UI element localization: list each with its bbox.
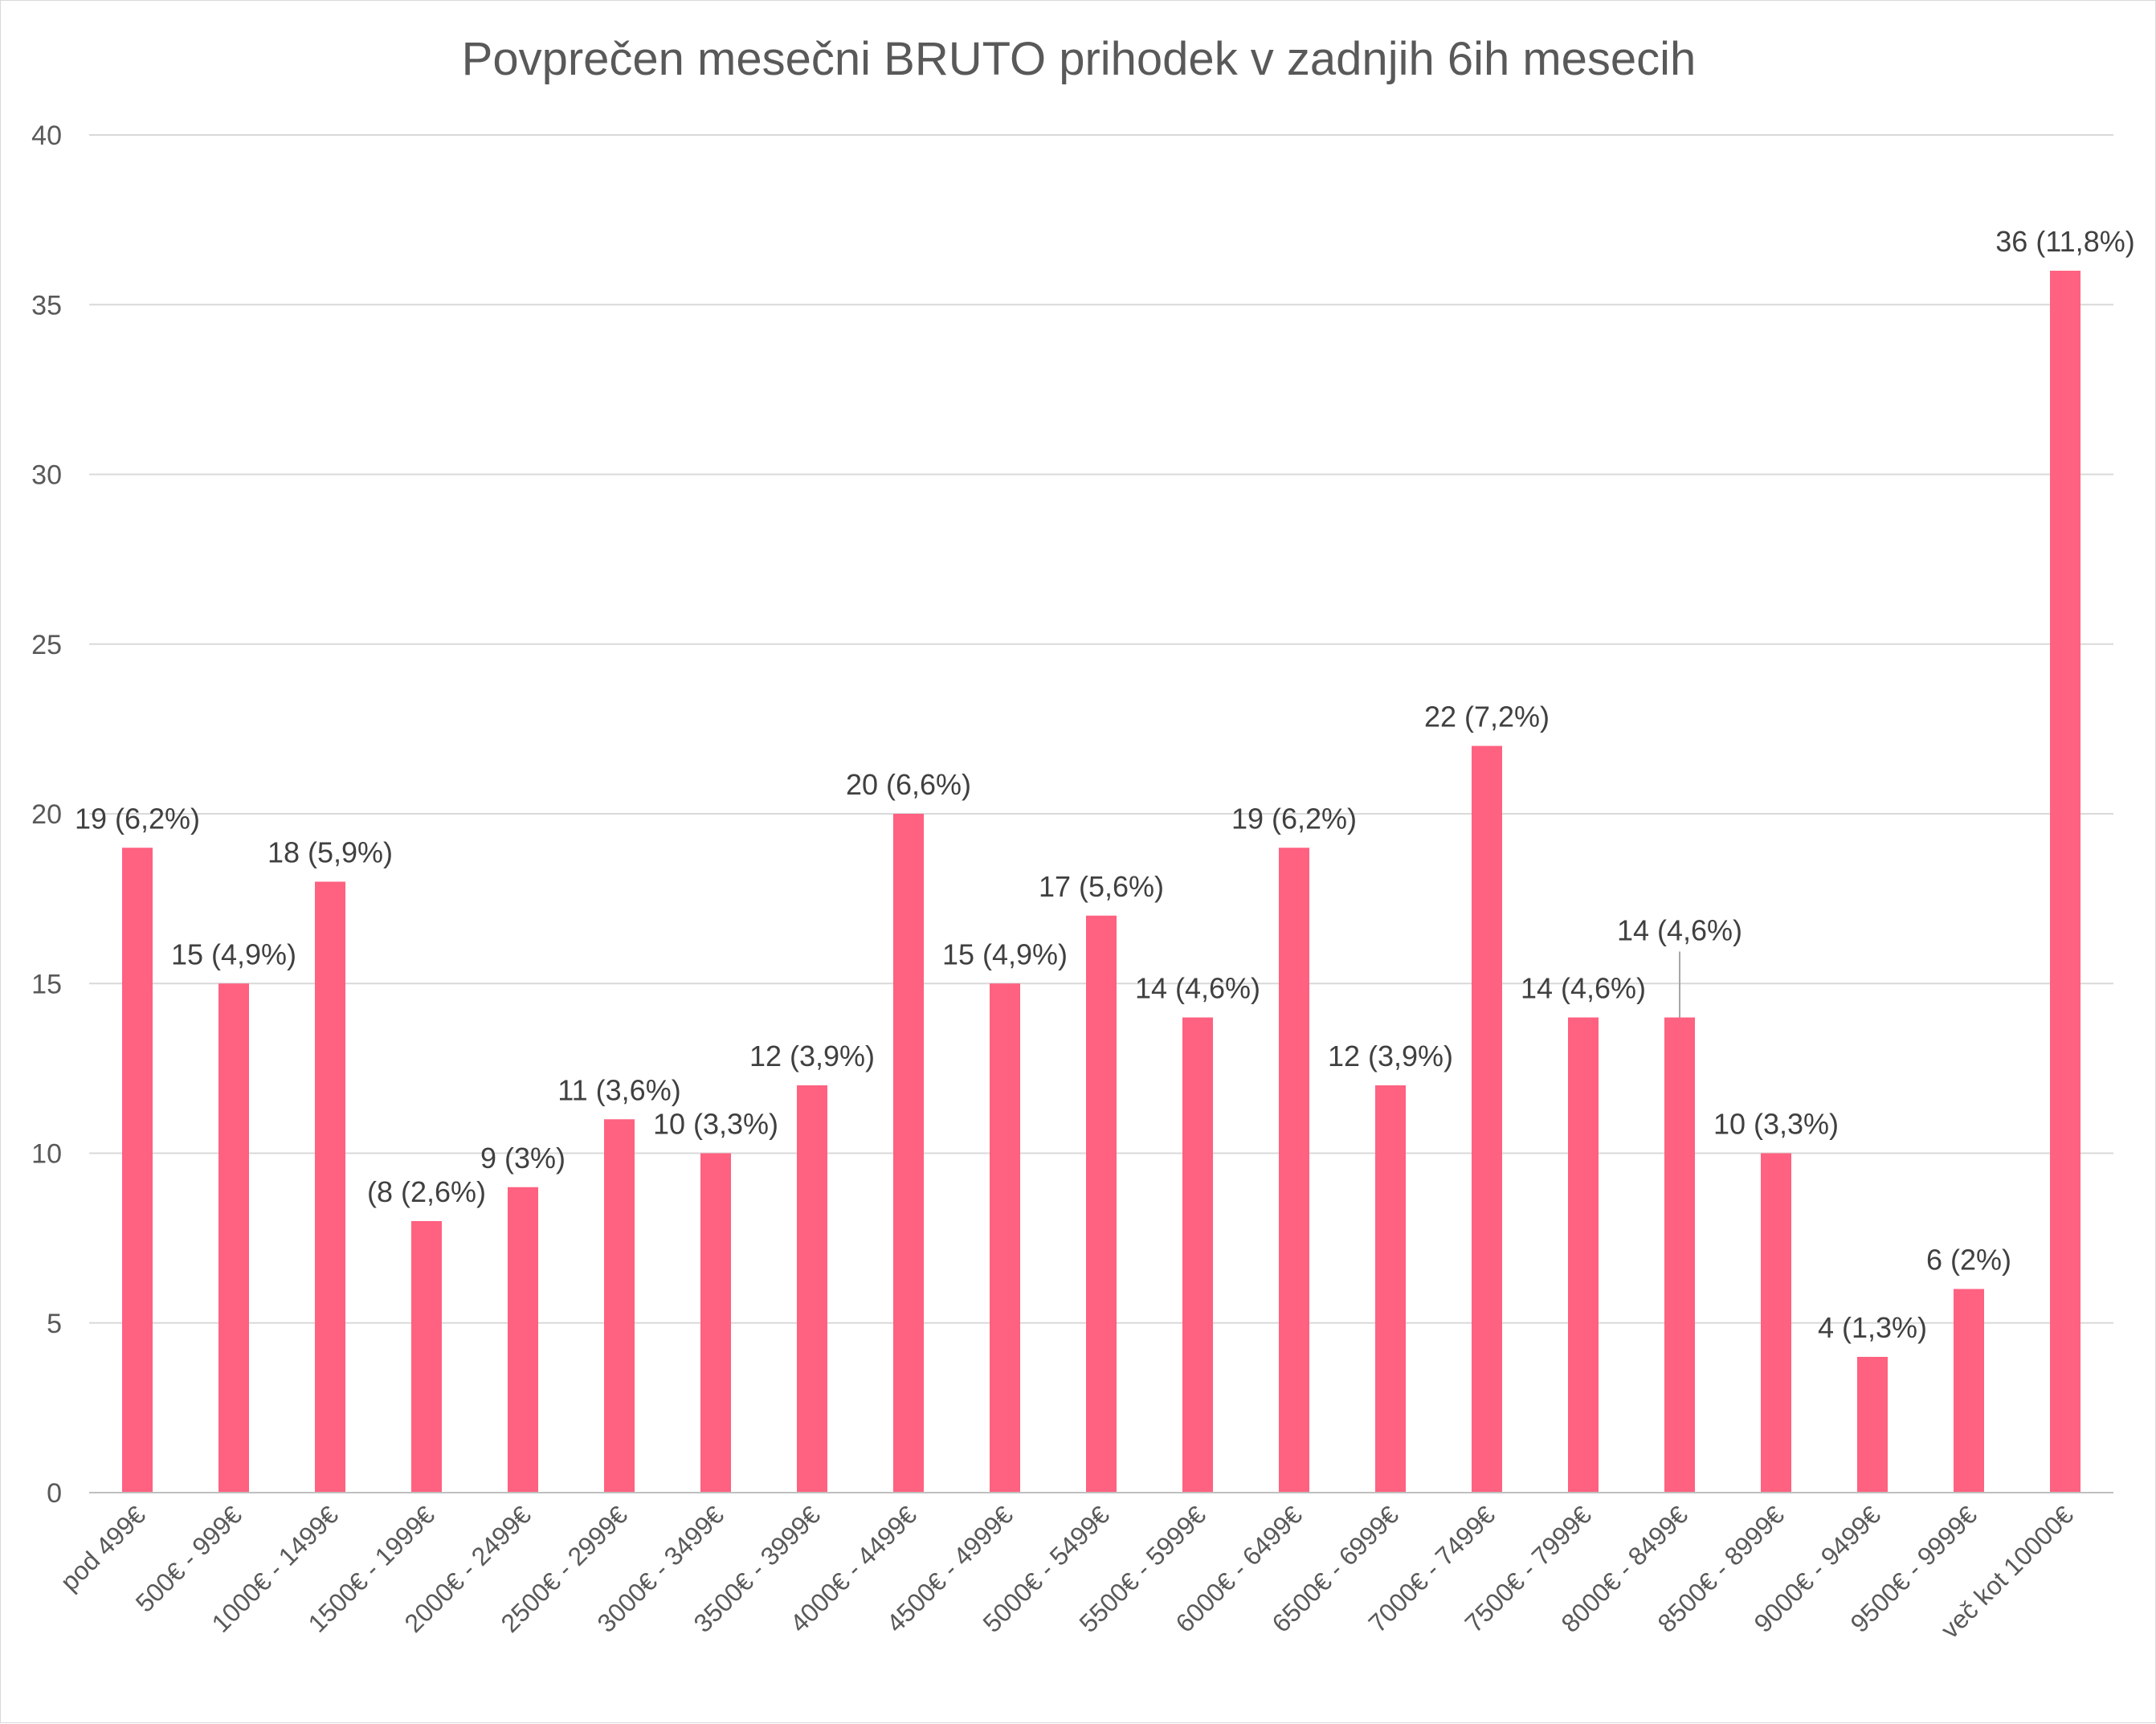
bar — [122, 848, 153, 1493]
data-label: 10 (3,3%) — [1713, 1108, 1839, 1141]
bar — [2050, 271, 2080, 1493]
bar — [218, 983, 249, 1493]
bar — [411, 1221, 442, 1493]
data-label: 36 (11,8%) — [1995, 225, 2134, 258]
data-label: 19 (6,2%) — [75, 802, 200, 835]
data-label: 6 (2%) — [1926, 1244, 2011, 1277]
y-tick-label: 10 — [31, 1139, 62, 1170]
data-label: 22 (7,2%) — [1424, 701, 1550, 733]
y-tick-label: 0 — [47, 1478, 62, 1509]
bar — [893, 814, 924, 1493]
y-tick-label: 35 — [31, 290, 62, 321]
bar — [1761, 1153, 1791, 1493]
data-label: 14 (4,6%) — [1135, 972, 1260, 1005]
bar — [1182, 1017, 1213, 1493]
data-label: 12 (3,9%) — [1328, 1040, 1453, 1072]
bar — [1086, 915, 1117, 1493]
data-label: 10 (3,3%) — [653, 1108, 778, 1141]
bars — [122, 271, 2080, 1493]
data-label: 14 (4,6%) — [1617, 914, 1742, 947]
bar — [604, 1119, 635, 1493]
bar — [990, 983, 1020, 1493]
data-label: 12 (3,9%) — [749, 1040, 875, 1072]
y-tick-label: 5 — [47, 1309, 62, 1339]
data-label: 4 (1,3%) — [1818, 1311, 1927, 1344]
data-label: 15 (4,9%) — [171, 938, 296, 970]
data-label: 17 (5,6%) — [1039, 870, 1164, 903]
bar — [700, 1153, 731, 1493]
x-tick-label: pod 499€ — [55, 1500, 151, 1596]
chart-title: Povprečen mesečni BRUTO prihodek v zadnj… — [462, 33, 1697, 85]
bar — [1664, 1017, 1695, 1493]
bar — [315, 881, 345, 1493]
data-label: 20 (6,6%) — [846, 768, 971, 801]
y-tick-label: 15 — [31, 969, 62, 999]
data-label: 14 (4,6%) — [1521, 972, 1646, 1005]
data-label: 15 (4,9%) — [942, 938, 1068, 970]
y-tick-label: 30 — [31, 460, 62, 491]
bar — [1472, 746, 1502, 1493]
data-label: 19 (6,2%) — [1231, 802, 1357, 835]
bar — [1568, 1017, 1599, 1493]
bar — [508, 1187, 538, 1493]
bar — [1375, 1085, 1406, 1493]
data-label: 11 (3,6%) — [557, 1073, 680, 1106]
bar — [1857, 1357, 1888, 1493]
data-labels: 19 (6,2%) 15 (4,9%) 18 (5,9%) (8 (2,6%)9 (3… — [75, 225, 2135, 1344]
bar — [1954, 1289, 1984, 1493]
y-tick-label: 25 — [31, 630, 62, 660]
x-axis-ticks: pod 499€500€ - 999€1000€ - 1499€1500€ - … — [55, 1500, 2079, 1644]
data-label: 18 (5,9%) — [267, 836, 393, 869]
y-tick-label: 20 — [31, 799, 62, 830]
data-label: (8 (2,6%) — [367, 1175, 486, 1208]
bar — [797, 1085, 827, 1493]
data-label: 9 (3%) — [480, 1142, 566, 1175]
bar — [1279, 848, 1309, 1493]
y-tick-label: 40 — [31, 121, 62, 151]
y-axis-ticks: 0 5 10 15 20 25 30 35 40 — [31, 121, 62, 1509]
